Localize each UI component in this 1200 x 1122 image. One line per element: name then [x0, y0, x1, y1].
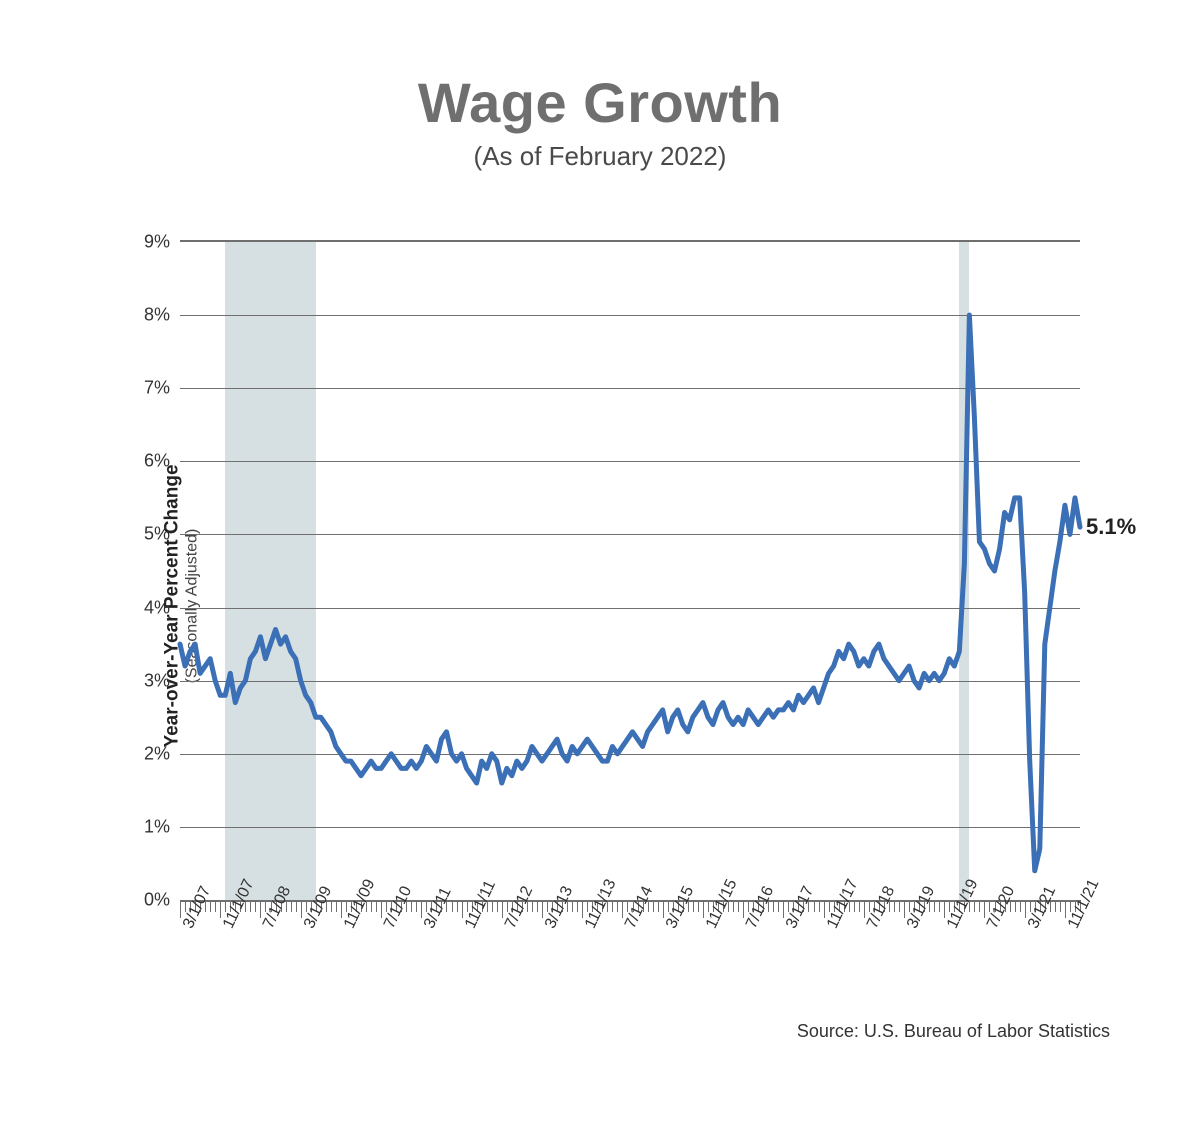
x-tick [984, 900, 985, 918]
x-tick [617, 900, 618, 912]
x-tick [783, 900, 784, 918]
x-tick [452, 900, 453, 912]
y-tick-label: 0% [144, 890, 170, 911]
x-tick [864, 900, 865, 918]
x-tick [376, 900, 377, 912]
x-tick [381, 900, 382, 918]
page: Wage Growth (As of February 2022) Year-o… [0, 0, 1200, 1122]
x-tick [773, 900, 774, 912]
y-tick-label: 5% [144, 524, 170, 545]
x-tick [301, 900, 302, 918]
x-tick [1065, 900, 1066, 918]
x-tick [582, 900, 583, 918]
x-tick [819, 900, 820, 912]
x-tick [944, 900, 945, 918]
x-tick [1025, 900, 1026, 918]
y-tick-label: 3% [144, 670, 170, 691]
x-tick [974, 900, 975, 912]
end-value-label: 5.1% [1086, 514, 1136, 540]
x-tick [250, 900, 251, 912]
x-tick [904, 900, 905, 918]
x-tick [979, 900, 980, 912]
y-tick-label: 7% [144, 378, 170, 399]
x-tick [1015, 900, 1016, 912]
x-tick [859, 900, 860, 912]
x-tick [296, 900, 297, 912]
x-tick [291, 900, 292, 912]
x-tick [899, 900, 900, 912]
x-tick [421, 900, 422, 918]
y-tick-label: 9% [144, 232, 170, 253]
x-tick [341, 900, 342, 918]
x-tick [824, 900, 825, 918]
plot-area: 0%1%2%3%4%5%6%7%8%9%3/1/0711/1/077/1/083… [180, 240, 1080, 902]
y-tick-label: 4% [144, 597, 170, 618]
x-tick [934, 900, 935, 912]
x-tick [939, 900, 940, 912]
x-tick [653, 900, 654, 912]
x-tick [255, 900, 256, 912]
x-tick [612, 900, 613, 912]
x-tick [698, 900, 699, 912]
source-text: Source: U.S. Bureau of Labor Statistics [797, 1021, 1110, 1042]
x-tick [502, 900, 503, 918]
x-tick [210, 900, 211, 912]
x-tick [220, 900, 221, 918]
x-tick [260, 900, 261, 918]
x-tick [658, 900, 659, 912]
chart-title: Wage Growth [0, 70, 1200, 135]
x-tick [1020, 900, 1021, 912]
y-tick-label: 6% [144, 451, 170, 472]
x-tick [703, 900, 704, 918]
chart-subtitle: (As of February 2022) [0, 141, 1200, 172]
x-tick [577, 900, 578, 912]
x-tick [416, 900, 417, 912]
y-tick-label: 8% [144, 305, 170, 326]
line-layer [180, 242, 1080, 900]
x-tick [738, 900, 739, 912]
x-tick [462, 900, 463, 918]
x-tick [180, 900, 181, 918]
x-tick [778, 900, 779, 912]
x-tick [814, 900, 815, 912]
x-tick [537, 900, 538, 912]
title-block: Wage Growth (As of February 2022) [0, 70, 1200, 172]
x-tick [743, 900, 744, 918]
x-tick [457, 900, 458, 912]
y-tick-label: 1% [144, 816, 170, 837]
chart: Year-over-Year Percent Change (Seasonall… [100, 230, 1120, 982]
x-tick [1060, 900, 1061, 912]
x-tick [622, 900, 623, 918]
x-tick [215, 900, 216, 912]
x-tick [411, 900, 412, 912]
x-tick [542, 900, 543, 918]
wage-growth-line [180, 315, 1080, 871]
x-tick [336, 900, 337, 912]
x-tick [663, 900, 664, 918]
y-tick-label: 2% [144, 743, 170, 764]
x-tick [572, 900, 573, 912]
x-tick [497, 900, 498, 912]
